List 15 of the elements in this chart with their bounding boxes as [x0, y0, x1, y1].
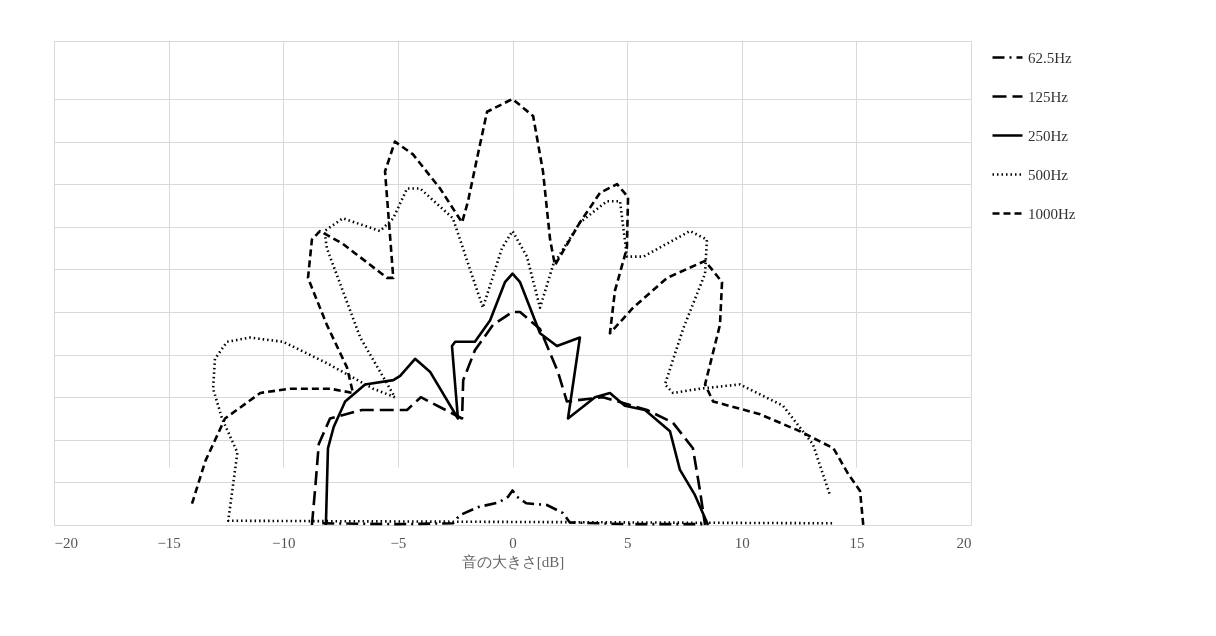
x-tick-label: 5	[623, 534, 632, 551]
legend-label: 1000Hz	[1028, 205, 1076, 222]
legend-label: 500Hz	[1028, 166, 1069, 183]
x-axis-title: 音の大きさ[dB]	[461, 553, 565, 570]
legend-label: 250Hz	[1028, 127, 1069, 144]
x-tick-label: −20	[54, 534, 78, 551]
x-tick-label: −10	[272, 534, 296, 551]
x-tick-label: 15	[849, 534, 865, 551]
x-tick-label: 20	[956, 534, 972, 551]
x-tick-label: −15	[157, 534, 181, 551]
legend-label: 125Hz	[1028, 88, 1069, 105]
x-tick-label: 0	[509, 534, 517, 551]
x-tick-label: −5	[390, 534, 407, 551]
x-tick-label: 10	[734, 534, 750, 551]
legend-label: 62.5Hz	[1028, 49, 1073, 66]
